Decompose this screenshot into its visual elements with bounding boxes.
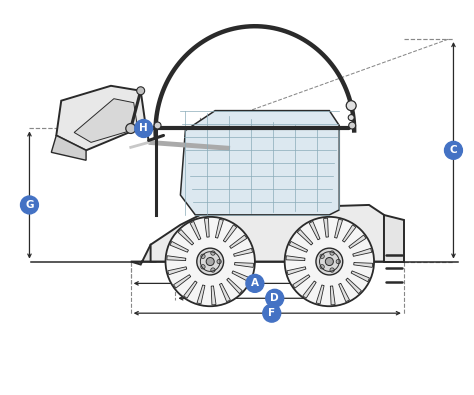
Circle shape (246, 275, 264, 292)
Polygon shape (227, 278, 242, 293)
Polygon shape (178, 229, 194, 245)
Polygon shape (232, 271, 250, 282)
Polygon shape (234, 248, 253, 256)
Polygon shape (151, 205, 384, 261)
Circle shape (201, 254, 205, 258)
Polygon shape (223, 225, 237, 242)
Polygon shape (173, 275, 191, 288)
Polygon shape (184, 281, 197, 298)
Text: F: F (268, 308, 275, 318)
Circle shape (263, 304, 281, 322)
Polygon shape (335, 219, 343, 238)
Polygon shape (229, 235, 247, 248)
Polygon shape (204, 218, 209, 237)
Circle shape (137, 87, 145, 95)
Polygon shape (235, 263, 254, 267)
Circle shape (20, 196, 38, 214)
Polygon shape (56, 86, 146, 150)
Circle shape (206, 258, 214, 265)
Polygon shape (349, 235, 366, 248)
Polygon shape (181, 111, 339, 215)
Circle shape (211, 268, 215, 272)
Polygon shape (338, 283, 349, 302)
Circle shape (336, 260, 340, 264)
Circle shape (197, 248, 224, 275)
Polygon shape (287, 267, 306, 275)
Polygon shape (167, 256, 186, 261)
Circle shape (316, 248, 343, 275)
Polygon shape (384, 215, 404, 261)
Polygon shape (303, 281, 316, 298)
Polygon shape (51, 135, 86, 160)
Circle shape (142, 122, 150, 130)
Polygon shape (351, 271, 369, 282)
Text: D: D (271, 293, 279, 303)
Polygon shape (219, 283, 230, 302)
Polygon shape (168, 267, 187, 275)
Circle shape (320, 265, 324, 269)
Polygon shape (190, 222, 201, 240)
Polygon shape (316, 285, 324, 304)
Polygon shape (131, 245, 155, 265)
Polygon shape (343, 225, 356, 242)
Circle shape (320, 254, 324, 258)
Polygon shape (324, 218, 328, 237)
Polygon shape (286, 256, 305, 261)
Text: A: A (251, 278, 259, 288)
Circle shape (330, 251, 334, 255)
Circle shape (349, 122, 356, 129)
Polygon shape (330, 286, 335, 305)
Polygon shape (293, 275, 310, 288)
Circle shape (330, 268, 334, 272)
Text: C: C (450, 145, 457, 155)
Text: H: H (139, 124, 148, 134)
Circle shape (445, 141, 463, 159)
Polygon shape (353, 248, 372, 256)
Circle shape (285, 217, 374, 306)
Polygon shape (309, 222, 320, 240)
Circle shape (211, 251, 215, 255)
Text: G: G (25, 200, 34, 210)
Circle shape (346, 101, 356, 111)
Circle shape (217, 260, 221, 264)
Polygon shape (74, 99, 138, 142)
Circle shape (135, 120, 153, 137)
Polygon shape (289, 241, 308, 252)
Polygon shape (197, 285, 205, 304)
Circle shape (165, 217, 255, 306)
Polygon shape (346, 278, 361, 293)
Circle shape (126, 124, 136, 134)
Circle shape (266, 290, 283, 307)
Polygon shape (170, 241, 189, 252)
Polygon shape (297, 229, 313, 245)
Polygon shape (354, 263, 373, 267)
Circle shape (348, 115, 354, 120)
Circle shape (325, 258, 333, 265)
Polygon shape (215, 219, 223, 238)
Polygon shape (211, 286, 216, 305)
Circle shape (201, 265, 205, 269)
Circle shape (154, 122, 161, 129)
